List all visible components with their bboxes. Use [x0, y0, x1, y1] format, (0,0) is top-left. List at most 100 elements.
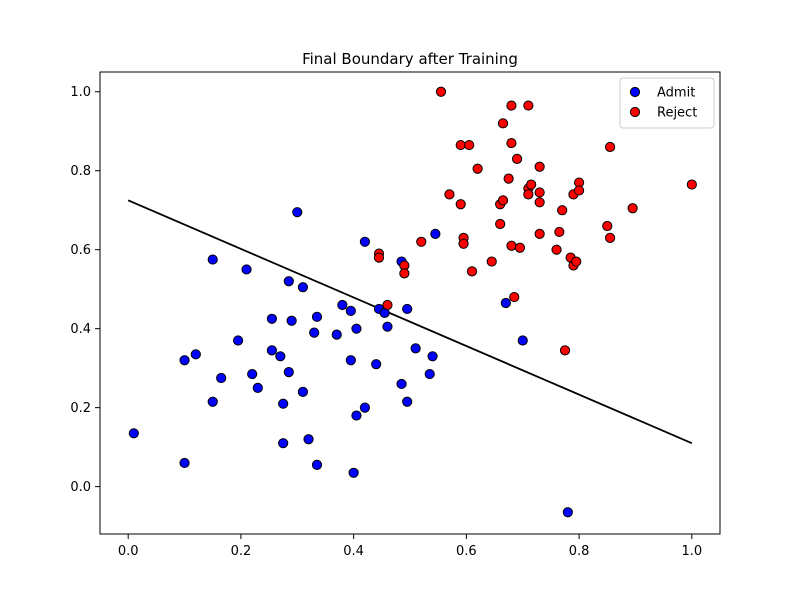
- point-reject: [455, 139, 466, 151]
- y-tick-label: 0.6: [70, 243, 91, 258]
- point-reject: [458, 238, 469, 249]
- point-admit: [179, 457, 190, 469]
- series-reject: [373, 86, 697, 356]
- point-admit: [241, 264, 252, 275]
- point-admit: [286, 315, 297, 326]
- point-admit: [283, 276, 294, 287]
- point-reject: [444, 189, 455, 200]
- point-reject: [435, 86, 447, 97]
- point-admit: [382, 321, 393, 332]
- point-admit: [128, 428, 139, 439]
- point-admit: [410, 343, 421, 354]
- point-reject: [486, 256, 497, 267]
- point-reject: [523, 100, 534, 111]
- point-admit: [297, 282, 309, 293]
- point-admit: [297, 386, 309, 397]
- point-admit: [311, 459, 323, 470]
- point-admit: [216, 372, 227, 384]
- point-admit: [207, 254, 218, 265]
- point-admit: [351, 323, 362, 334]
- point-admit: [351, 410, 362, 421]
- point-reject: [509, 291, 520, 303]
- point-admit: [424, 368, 435, 380]
- y-tick-label: 0.4: [70, 322, 91, 337]
- point-reject: [686, 179, 697, 190]
- point-admit: [190, 349, 201, 360]
- point-reject: [466, 266, 478, 277]
- point-reject: [534, 187, 545, 198]
- point-admit: [359, 236, 371, 247]
- point-admit: [402, 303, 413, 315]
- legend-marker-admit: [629, 86, 641, 98]
- point-reject: [559, 345, 571, 356]
- lines-layer: [127, 199, 693, 445]
- point-admit: [562, 507, 573, 518]
- point-admit: [207, 396, 218, 407]
- point-reject: [551, 244, 562, 255]
- point-reject: [382, 299, 393, 311]
- boundary-line: [127, 199, 693, 445]
- point-reject: [464, 139, 475, 151]
- x-tick-label: 0.8: [569, 544, 590, 559]
- point-reject: [534, 228, 545, 239]
- x-tick-label: 0.4: [343, 544, 364, 559]
- axes-frame: [99, 71, 721, 535]
- point-admit: [278, 398, 289, 409]
- point-admit: [278, 438, 289, 449]
- point-reject: [514, 242, 526, 253]
- x-tick-label: 1.0: [681, 544, 702, 559]
- point-reject: [571, 256, 582, 267]
- point-admit: [303, 434, 314, 445]
- point-admit: [348, 467, 359, 478]
- point-reject: [497, 118, 509, 129]
- point-reject: [604, 232, 616, 243]
- point-admit: [247, 368, 258, 380]
- point-reject: [526, 179, 537, 190]
- point-admit: [396, 378, 407, 390]
- point-reject: [416, 236, 427, 247]
- point-reject: [497, 195, 509, 206]
- point-admit: [266, 345, 278, 356]
- point-reject: [455, 199, 466, 210]
- plot-area: [100, 72, 720, 534]
- legend-marker-reject: [629, 106, 641, 118]
- point-reject: [554, 226, 565, 238]
- point-admit: [252, 382, 263, 393]
- point-admit: [337, 299, 348, 311]
- point-admit: [266, 313, 278, 324]
- point-reject: [557, 205, 568, 216]
- point-reject: [573, 185, 585, 196]
- axes-layer: 0.0 0.2 0.4 0.6 0.8 1.0 0.0 0.2 0.4 0.6 0.8 1.0: [70, 71, 721, 559]
- legend-label-admit: Admit: [657, 86, 695, 101]
- legend: Admit Reject: [619, 77, 715, 129]
- point-admit: [345, 355, 356, 366]
- point-reject: [495, 218, 506, 230]
- points-layer: [128, 86, 697, 518]
- x-tick-label: 0.0: [118, 544, 139, 559]
- point-reject: [511, 153, 523, 164]
- point-reject: [373, 252, 385, 263]
- point-reject: [604, 141, 616, 153]
- point-reject: [399, 268, 410, 279]
- point-reject: [534, 161, 545, 172]
- point-reject: [602, 220, 613, 232]
- chart-title: Final Boundary after Training: [302, 50, 518, 68]
- point-admit: [402, 396, 413, 407]
- point-reject: [503, 173, 514, 184]
- x-tick-label: 0.2: [231, 544, 252, 559]
- y-tick-label: 0.8: [70, 164, 91, 179]
- y-tick-label: 0.2: [70, 401, 91, 416]
- y-tick-label: 1.0: [70, 85, 91, 100]
- point-reject: [523, 189, 534, 200]
- point-admit: [371, 359, 382, 370]
- point-admit: [232, 335, 244, 346]
- legend-label-reject: Reject: [657, 106, 697, 121]
- point-admit: [430, 228, 441, 239]
- point-reject: [506, 137, 517, 149]
- point-admit: [427, 351, 438, 362]
- point-admit: [283, 367, 294, 378]
- point-reject: [506, 240, 517, 251]
- y-tick-label: 0.0: [70, 480, 91, 495]
